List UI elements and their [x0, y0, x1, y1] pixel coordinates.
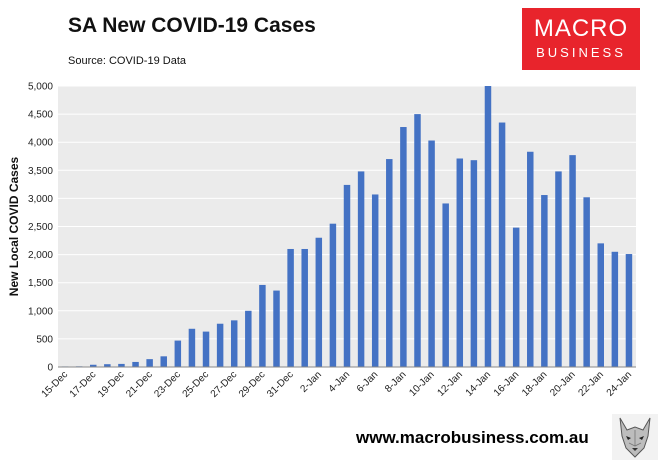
y-tick-label: 4,500	[28, 110, 53, 121]
x-tick-label: 22-Jan	[576, 369, 605, 398]
bar-10-Jan	[428, 140, 435, 367]
bar-16-Jan	[512, 227, 520, 367]
bar-18-Jan	[541, 195, 548, 367]
bar-22-Jan	[597, 243, 604, 367]
bar-3-Jan	[329, 223, 337, 367]
x-tick-label: 29-Dec	[237, 369, 268, 400]
x-tick-label: 4-Jan	[327, 369, 352, 394]
y-tick-label: 1,500	[28, 278, 53, 289]
bar-11-Jan	[442, 203, 449, 367]
wolf-icon	[612, 414, 658, 460]
macrobusiness-logo[interactable]: MACRO BUSINESS	[522, 8, 640, 70]
bar-7-Jan	[386, 159, 393, 367]
bar-23-Jan	[611, 251, 619, 367]
x-tick-label: 23-Dec	[152, 369, 183, 400]
bar-22-Dec	[160, 356, 167, 367]
chart-source: Source: COVID-19 Data	[68, 55, 186, 67]
logo-line-1: MACRO	[533, 15, 629, 42]
bar-20-Jan	[569, 155, 576, 367]
x-tick-label: 17-Dec	[68, 369, 99, 400]
x-tick-label: 14-Jan	[464, 369, 493, 398]
y-tick-label: 5,000	[28, 82, 53, 93]
x-tick-label: 12-Jan	[436, 369, 465, 398]
x-tick-label: 18-Jan	[520, 369, 549, 398]
x-tick-label: 25-Dec	[181, 369, 212, 400]
y-tick-label: 500	[36, 334, 53, 345]
website-url[interactable]: www.macrobusiness.com.au	[356, 428, 589, 447]
x-tick-label: 31-Dec	[265, 369, 296, 400]
bar-24-Jan	[625, 254, 633, 367]
bar-18-Dec	[104, 364, 111, 367]
x-tick-label: 16-Jan	[492, 369, 521, 398]
x-tick-label: 20-Jan	[548, 369, 577, 398]
bar-19-Jan	[555, 171, 562, 367]
x-tick-label: 10-Jan	[407, 369, 436, 398]
x-tick-label: 27-Dec	[209, 369, 240, 400]
y-axis-label: New Local COVID Cases	[7, 156, 21, 296]
y-tick-label: 2,000	[28, 250, 53, 261]
bar-6-Jan	[371, 194, 379, 367]
bar-14-Jan	[484, 86, 492, 367]
bar-19-Dec	[118, 363, 125, 367]
x-tick-label: 8-Jan	[383, 369, 408, 394]
bar-20-Dec	[132, 361, 139, 367]
bar-21-Dec	[146, 359, 153, 367]
bar-9-Jan	[414, 114, 421, 367]
x-tick-label: 19-Dec	[96, 369, 127, 400]
y-tick-label: 1,000	[28, 306, 53, 317]
bar-17-Dec	[90, 364, 97, 367]
bar-13-Jan	[470, 160, 478, 367]
bar-21-Jan	[583, 197, 590, 367]
bar-27-Dec	[230, 320, 238, 367]
bars	[61, 86, 633, 367]
x-tick-label: 21-Dec	[124, 369, 155, 400]
bar-8-Jan	[400, 127, 407, 367]
bar-31-Dec	[287, 248, 294, 367]
bar-23-Dec	[174, 340, 182, 367]
bar-4-Jan	[343, 184, 351, 367]
x-tick-label: 15-Dec	[40, 369, 71, 400]
bar-17-Jan	[527, 151, 534, 367]
bar-1-Jan	[301, 248, 308, 367]
bar-5-Jan	[357, 171, 365, 367]
bar-28-Dec	[245, 310, 252, 367]
bar-26-Dec	[216, 323, 224, 367]
bar-30-Dec	[273, 290, 280, 367]
bar-2-Jan	[315, 237, 323, 367]
x-tick-label: 24-Jan	[605, 369, 634, 398]
bar-25-Dec	[202, 331, 210, 367]
bar-15-Jan	[498, 122, 506, 367]
bar-24-Dec	[188, 328, 196, 367]
chart-title: SA New COVID-19 Cases	[68, 14, 316, 37]
logo-line-2: BUSINESS	[536, 45, 626, 60]
x-axis-ticks: 15-Dec17-Dec19-Dec21-Dec23-Dec25-Dec27-D…	[40, 369, 634, 400]
y-axis-ticks: 0 500 1,000 1,500 2,000 2,500 3,000 3,500 4,000 4…	[28, 82, 53, 374]
y-tick-label: 3,000	[28, 194, 53, 205]
bar-12-Jan	[456, 158, 464, 367]
y-tick-label: 2,500	[28, 222, 53, 233]
x-tick-label: 6-Jan	[355, 369, 380, 394]
bar-29-Dec	[259, 284, 266, 367]
y-tick-label: 4,000	[28, 138, 53, 149]
y-tick-label: 0	[47, 363, 53, 374]
x-tick-label: 2-Jan	[298, 369, 323, 394]
y-tick-label: 3,500	[28, 166, 53, 177]
